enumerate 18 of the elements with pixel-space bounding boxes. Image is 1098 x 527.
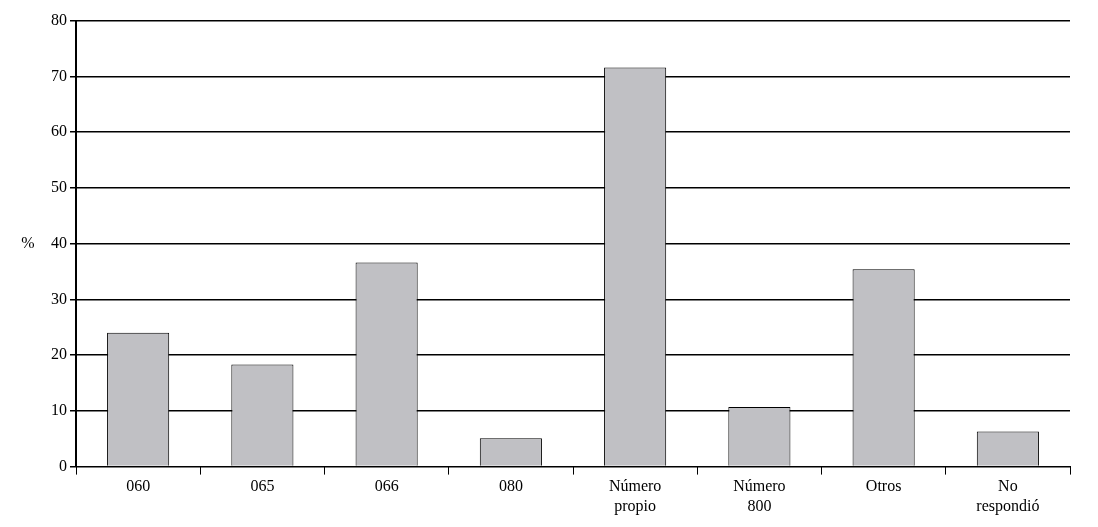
x-tick-label: Número propio — [608, 477, 662, 515]
x-tick-label: 060 — [126, 477, 151, 495]
y-tick-label: 10 — [51, 401, 67, 419]
x-tick-label: Otros — [865, 477, 902, 495]
y-axis-title: % — [21, 233, 35, 251]
y-tick-label: 50 — [51, 178, 67, 196]
y-tick-label: 80 — [51, 10, 67, 28]
x-tick-label: No respondió — [976, 477, 1040, 515]
x-tick-label: Número 800 — [733, 477, 786, 514]
y-tick-label: 60 — [51, 122, 67, 140]
x-tick-label: 065 — [250, 477, 275, 495]
x-tick-label: 066 — [374, 477, 399, 495]
y-tick-label: 30 — [51, 289, 67, 307]
y-tick-label: 0 — [59, 456, 67, 474]
y-tick-label: 40 — [51, 233, 67, 251]
y-tick-label: 70 — [51, 66, 67, 84]
y-tick-label: 20 — [51, 345, 67, 363]
x-tick-label: 080 — [498, 477, 523, 495]
